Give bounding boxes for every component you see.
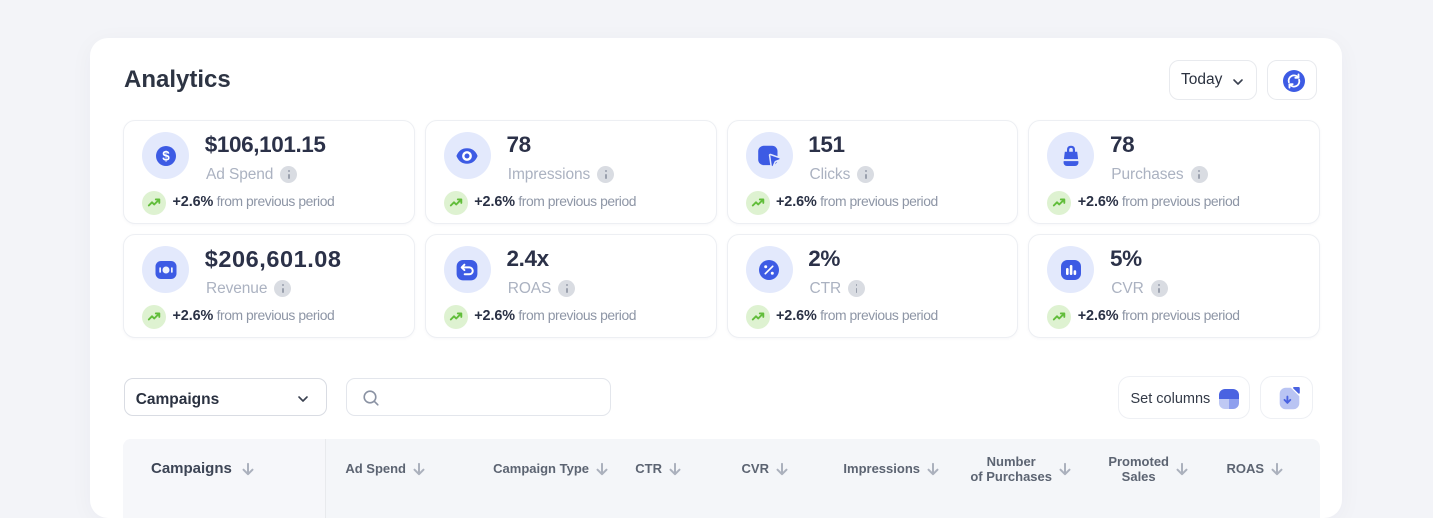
svg-text:$: $ (162, 148, 170, 163)
